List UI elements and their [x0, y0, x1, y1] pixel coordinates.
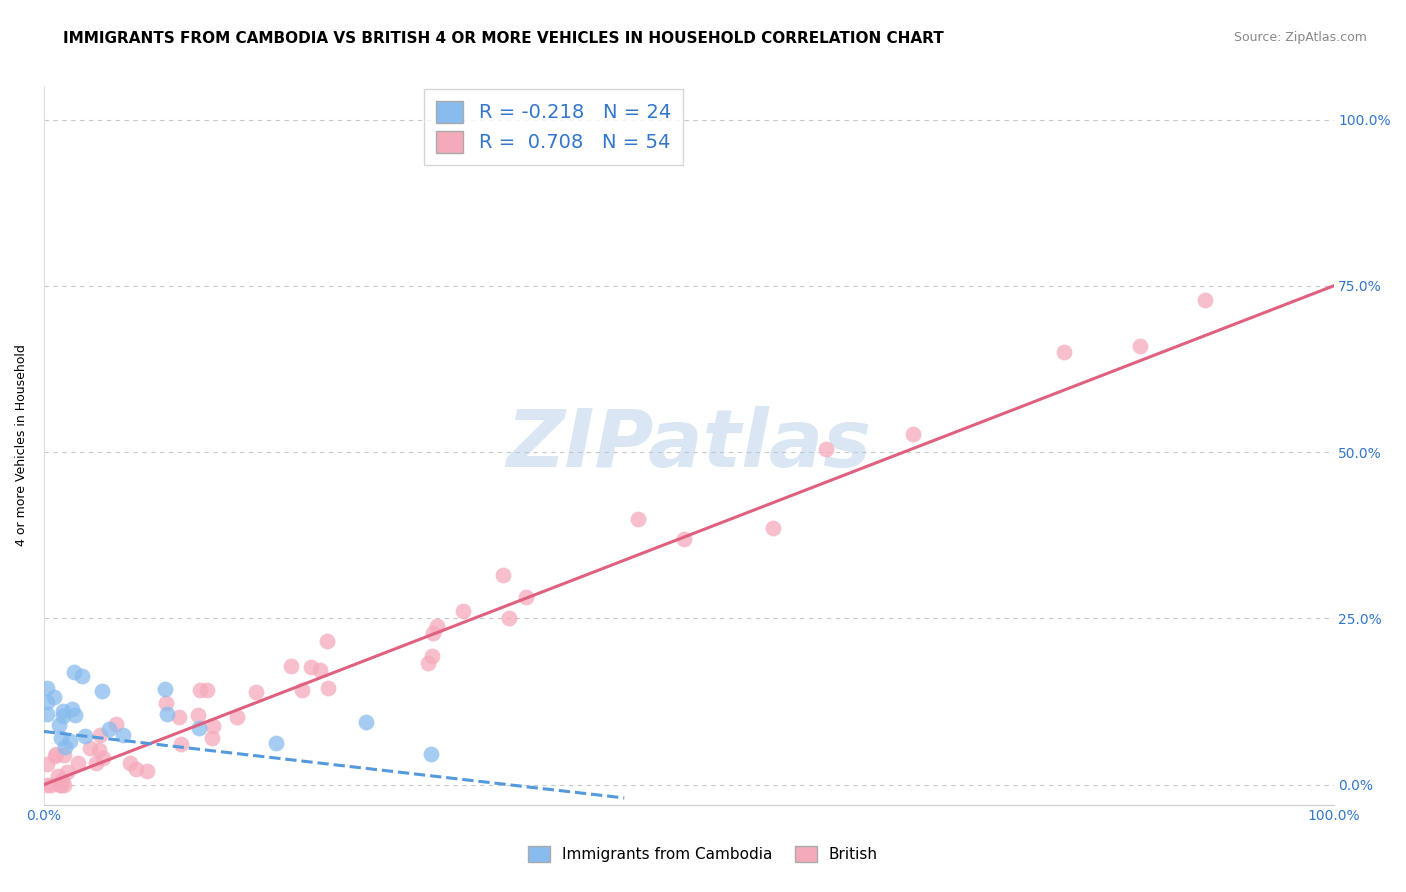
Point: [515, 590, 537, 604]
Point: [59, 734, 82, 748]
Point: [299, 660, 322, 674]
Point: [762, 521, 785, 535]
Point: [291, 682, 314, 697]
Point: [309, 663, 332, 677]
Text: IMMIGRANTS FROM CAMBODIA VS BRITISH 4 OR MORE VEHICLES IN HOUSEHOLD CORRELATION : IMMIGRANTS FROM CAMBODIA VS BRITISH 4 OR…: [63, 31, 943, 46]
Text: Source: ZipAtlas.com: Source: ZipAtlas.com: [1233, 31, 1367, 45]
Point: [52, 709, 75, 723]
Point: [84, 756, 107, 770]
Point: [79, 740, 101, 755]
Point: [44, 748, 66, 763]
Point: [316, 633, 339, 648]
Point: [60, 702, 83, 716]
Legend: R = -0.218   N = 24, R =  0.708   N = 54: R = -0.218 N = 24, R = 0.708 N = 54: [425, 89, 682, 165]
Point: [136, 764, 159, 778]
Point: [188, 682, 211, 697]
Point: [87, 743, 110, 757]
Point: [35, 778, 58, 792]
Point: [356, 714, 378, 729]
Point: [153, 682, 176, 697]
Point: [187, 708, 209, 723]
Legend: Immigrants from Cambodia, British: Immigrants from Cambodia, British: [522, 840, 884, 868]
Point: [52, 748, 75, 763]
Point: [155, 696, 177, 710]
Point: [201, 719, 224, 733]
Point: [901, 427, 924, 442]
Point: [264, 736, 287, 750]
Point: [492, 568, 515, 582]
Point: [35, 681, 58, 696]
Point: [419, 747, 441, 761]
Point: [422, 626, 444, 640]
Point: [49, 731, 72, 745]
Point: [627, 512, 650, 526]
Point: [89, 728, 111, 742]
Point: [426, 619, 449, 633]
Point: [63, 665, 86, 679]
Point: [226, 710, 249, 724]
Point: [420, 649, 443, 664]
Point: [451, 604, 474, 618]
Text: ZIPatlas: ZIPatlas: [506, 407, 872, 484]
Point: [49, 778, 72, 792]
Point: [73, 729, 96, 743]
Point: [52, 704, 75, 718]
Point: [48, 717, 70, 731]
Point: [187, 721, 209, 735]
Point: [37, 757, 59, 772]
Point: [39, 778, 62, 792]
Point: [70, 669, 93, 683]
Point: [53, 740, 76, 755]
Point: [118, 756, 141, 771]
Point: [1194, 293, 1216, 307]
Point: [35, 706, 58, 721]
Point: [814, 442, 837, 456]
Y-axis label: 4 or more Vehicles in Household: 4 or more Vehicles in Household: [15, 344, 28, 547]
Point: [416, 656, 439, 670]
Point: [195, 682, 218, 697]
Point: [673, 533, 696, 547]
Point: [280, 659, 302, 673]
Point: [1129, 339, 1152, 353]
Point: [169, 737, 191, 751]
Point: [67, 756, 90, 771]
Point: [46, 770, 69, 784]
Point: [44, 690, 66, 704]
Point: [245, 684, 267, 698]
Point: [105, 717, 128, 731]
Point: [156, 707, 179, 722]
Point: [56, 764, 79, 779]
Point: [125, 762, 148, 776]
Point: [51, 772, 73, 787]
Point: [90, 684, 112, 698]
Point: [167, 710, 190, 724]
Point: [201, 731, 224, 745]
Point: [498, 611, 520, 625]
Point: [52, 778, 75, 792]
Point: [91, 751, 114, 765]
Point: [44, 747, 66, 761]
Point: [112, 728, 135, 742]
Point: [35, 695, 58, 709]
Point: [1053, 345, 1076, 359]
Point: [49, 778, 72, 792]
Point: [97, 722, 120, 736]
Point: [63, 707, 86, 722]
Point: [316, 681, 339, 696]
